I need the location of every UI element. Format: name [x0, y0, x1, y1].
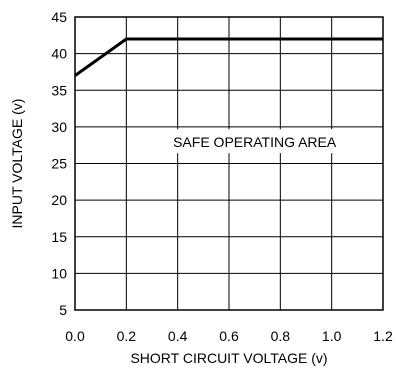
annotation-background: [136, 129, 373, 154]
series-layer: [74, 37, 383, 77]
plot-frame: [74, 16, 384, 311]
y-tick-label: 20: [51, 192, 67, 208]
annotation-safe-operating-area: SAFE OPERATING AREA: [173, 134, 337, 150]
y-tick-label: 25: [51, 156, 67, 172]
x-tick-label: 0.6: [219, 328, 239, 344]
x-tick-label: 0.2: [117, 328, 137, 344]
y-tick-label: 45: [51, 9, 67, 25]
y-tick-label: 10: [51, 265, 67, 281]
y-tick-label: 40: [51, 46, 67, 62]
grid-lines: [74, 16, 384, 311]
y-tick-labels: 5 10 15 20 25 30 35 40 45: [51, 9, 67, 318]
x-tick-label: 0.8: [271, 328, 291, 344]
x-axis-title: SHORT CIRCUIT VOLTAGE (v): [130, 350, 327, 366]
x-tick-label: 0.0: [65, 328, 85, 344]
y-tick-label: 30: [51, 119, 67, 135]
x-tick-label: 1.2: [373, 328, 393, 344]
series-line: [74, 37, 383, 77]
y-tick-label: 15: [51, 229, 67, 245]
y-axis-title: INPUT VOLTAGE (v): [9, 99, 25, 229]
y-tick-label: 5: [59, 302, 67, 318]
x-tick-label: 0.4: [168, 328, 188, 344]
x-tick-labels: 0.0 0.2 0.4 0.6 0.8 1.0 1.2: [65, 328, 393, 344]
x-tick-label: 1.0: [322, 328, 342, 344]
y-tick-label: 35: [51, 82, 67, 98]
annotations-layer: SAFE OPERATING AREA: [136, 129, 373, 154]
